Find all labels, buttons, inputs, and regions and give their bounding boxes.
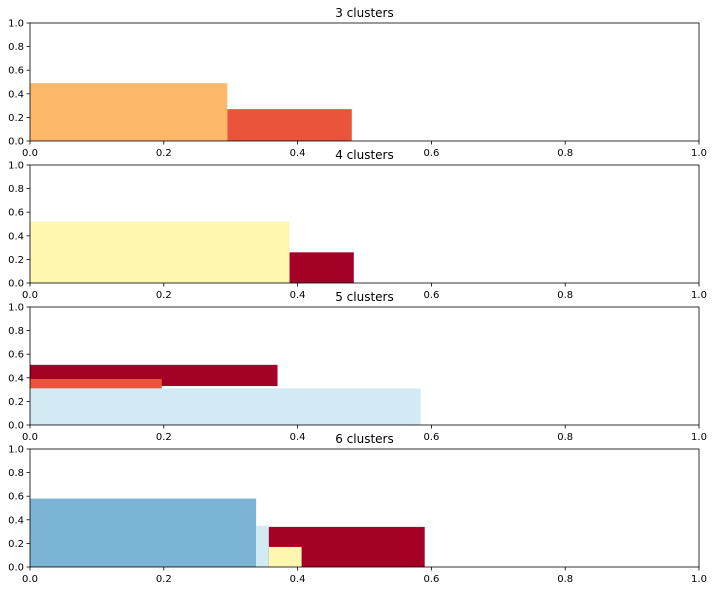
x-tick-label: 0.4 (290, 148, 306, 159)
y-tick-label: 0.6 (8, 66, 24, 77)
x-tick-label: 0.4 (290, 290, 306, 301)
y-tick-label: 1.0 (8, 161, 24, 172)
bar-1 (30, 83, 228, 141)
y-tick-label: 0.4 (8, 373, 24, 384)
axes-frame (29, 306, 700, 426)
x-tick-label: 1.0 (691, 148, 707, 159)
x-tick-label: 0.2 (156, 432, 172, 443)
x-tick-label: 0.2 (156, 148, 172, 159)
axes-frame (29, 448, 700, 568)
chart-panel-3: 0.0 0.2 0.4 0.6 0.8 1.0 0.0 0.2 0.4 0.6 0.8 1.0 5 cl… (8, 290, 707, 443)
x-tick-label: 0.8 (557, 290, 573, 301)
y-tick-label: 0.8 (8, 42, 24, 53)
y-tick-label: 0.0 (8, 279, 24, 290)
x-tick-label: 0.6 (423, 148, 439, 159)
x-tick-label: 0.4 (290, 432, 306, 443)
x-tick-label: 0.6 (423, 432, 439, 443)
bar-2 (289, 252, 354, 283)
y-tick-label: 1.0 (8, 445, 24, 456)
x-tick-label: 1.0 (691, 574, 707, 585)
y-tick-label: 0.8 (8, 184, 24, 195)
y-tick-label: 0.6 (8, 350, 24, 361)
x-tick-label: 0.0 (22, 574, 38, 585)
x-tick-label: 0.2 (156, 290, 172, 301)
chart-panel-4: 0.0 0.2 0.4 0.6 0.8 1.0 0.0 0.2 0.4 0.6 0.8 1.0 6 cl… (8, 432, 707, 585)
y-tick-label: 0.6 (8, 208, 24, 219)
y-tick-label: 0.6 (8, 492, 24, 503)
x-tick-label: 0.8 (557, 148, 573, 159)
x-tick-label: 0.6 (423, 574, 439, 585)
y-tick-label: 0.0 (8, 421, 24, 432)
chart-panel-1: 0.0 0.2 0.4 0.6 0.8 1.0 0.0 0.2 0.4 0.6 0.8 1.0 3 cl… (8, 6, 707, 159)
x-tick-label: 0.4 (290, 574, 306, 585)
y-tick-label: 0.4 (8, 231, 24, 242)
y-tick-label: 0.0 (8, 137, 24, 148)
y-tick-label: 0.0 (8, 563, 24, 574)
axes-frame (29, 22, 700, 142)
x-tick-label: 0.2 (156, 574, 172, 585)
y-tick-label: 0.8 (8, 468, 24, 479)
x-tick-label: 1.0 (691, 432, 707, 443)
y-tick-label: 1.0 (8, 303, 24, 314)
panel-title: 6 clusters (335, 432, 394, 446)
chart-panel-2: 0.0 0.2 0.4 0.6 0.8 1.0 0.0 0.2 0.4 0.6 0.8 1.0 4 cl… (8, 148, 707, 301)
y-tick-label: 0.2 (8, 255, 24, 266)
bar-1 (30, 498, 257, 567)
y-tick-label: 1.0 (8, 19, 24, 30)
bar-3 (30, 388, 421, 425)
bar-2 (227, 109, 352, 141)
y-tick-label: 0.2 (8, 113, 24, 124)
axes-frame (29, 164, 700, 284)
bar-1 (30, 221, 290, 283)
bar-2 (30, 378, 162, 389)
panel-title: 5 clusters (335, 290, 394, 304)
y-tick-label: 0.8 (8, 326, 24, 337)
x-tick-label: 0.0 (22, 432, 38, 443)
panel-title: 4 clusters (335, 148, 394, 162)
y-tick-label: 0.2 (8, 397, 24, 408)
x-tick-label: 0.6 (423, 290, 439, 301)
x-tick-label: 1.0 (691, 290, 707, 301)
panel-title: 3 clusters (335, 6, 394, 20)
x-tick-label: 0.0 (22, 290, 38, 301)
bar-2 (256, 525, 269, 567)
x-tick-label: 0.8 (557, 574, 573, 585)
y-tick-label: 0.4 (8, 515, 24, 526)
x-tick-label: 0.8 (557, 432, 573, 443)
x-tick-label: 0.0 (22, 148, 38, 159)
y-tick-label: 0.4 (8, 89, 24, 100)
y-tick-label: 0.2 (8, 539, 24, 550)
bar-4 (268, 546, 302, 567)
